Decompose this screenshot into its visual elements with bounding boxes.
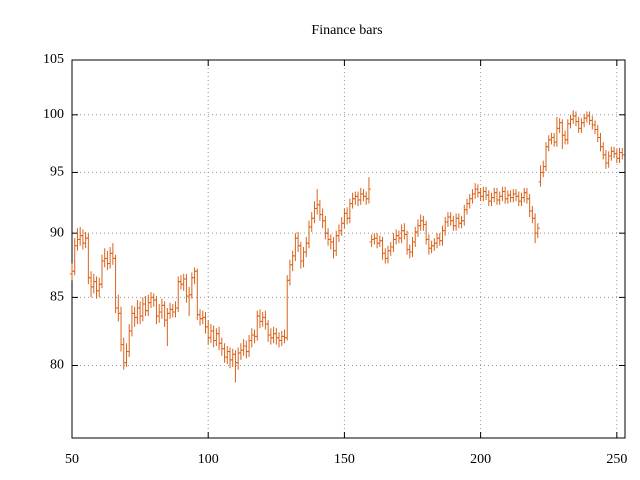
y-tick-label: 95 xyxy=(50,165,64,180)
y-tick-label: 85 xyxy=(50,290,64,305)
x-tick-label: 50 xyxy=(65,452,79,467)
y-tick-label: 90 xyxy=(50,225,64,240)
x-tick-label: 150 xyxy=(334,452,355,467)
chart-title: Finance bars xyxy=(311,23,382,38)
x-tick-label: 200 xyxy=(470,452,491,467)
plot-border xyxy=(71,59,626,439)
y-tick-label: 80 xyxy=(50,358,64,373)
x-tick-label: 100 xyxy=(198,452,219,467)
x-tick-label: 250 xyxy=(606,452,627,467)
y-tick-label: 100 xyxy=(43,107,64,122)
y-tick-label: 105 xyxy=(43,52,64,67)
